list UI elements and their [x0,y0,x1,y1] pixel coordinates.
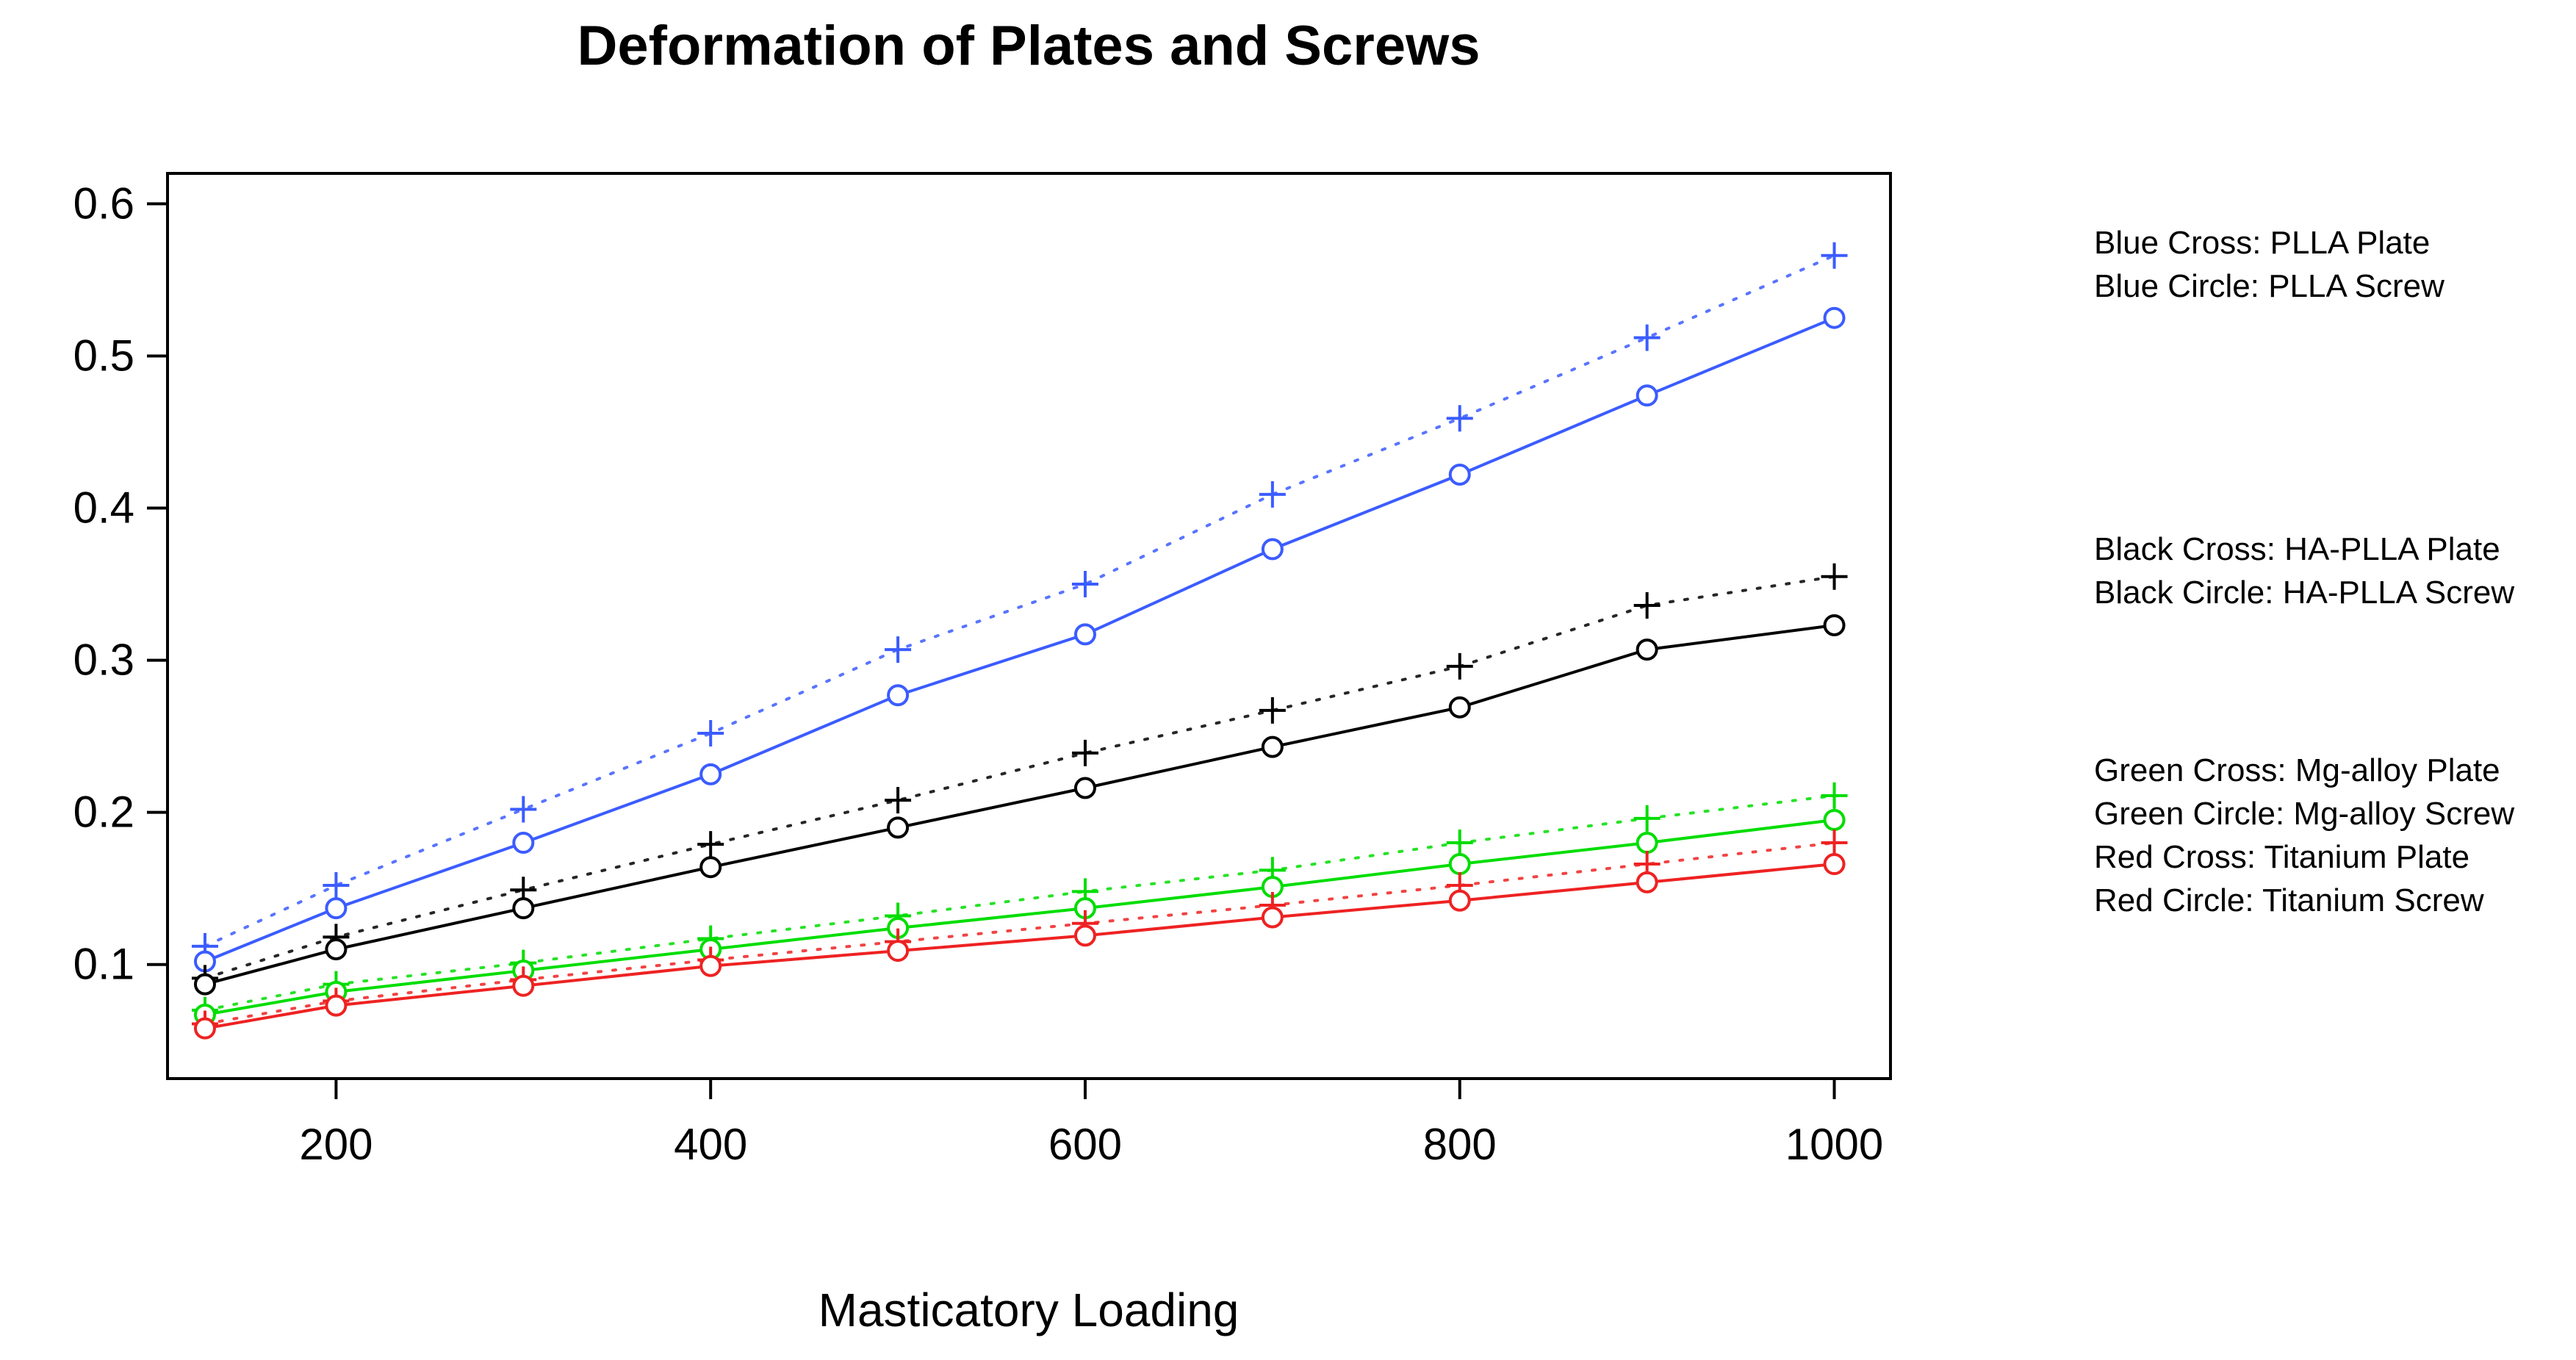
legend-entry: Green Cross: Mg-alloy Plate [2094,752,2500,788]
point-ha-plla-plate [1071,739,1098,766]
point-ha-plla-plate [1259,697,1286,724]
legend-entry: Black Circle: HA-PLLA Screw [2094,575,2514,611]
point-titanium-screw [193,1017,216,1040]
x-tick-label: 600 [1048,1120,1122,1169]
point-plla-plate [1821,242,1848,269]
point-plla-plate [1259,481,1286,508]
point-ha-plla-screw [1448,696,1471,719]
point-plla-screw [1823,306,1846,329]
point-mg-alloy-screw [1448,853,1471,876]
point-plla-screw [1448,463,1471,486]
point-ha-plla-screw [699,856,722,879]
point-plla-plate [323,872,350,899]
series-line-ha-plla-screw [204,624,1835,986]
legend: Blue Cross: PLLA Plate Blue Circle: PLLA… [2094,225,2514,918]
point-ha-plla-screw [887,816,910,839]
legend-entry: Green Circle: Mg-alloy Screw [2094,796,2514,832]
point-plla-plate [1633,324,1661,351]
point-titanium-screw [325,994,348,1017]
point-plla-screw [699,763,722,785]
y-axis: 0.1 0.2 0.3 0.4 0.5 0.6 [73,179,168,989]
point-ha-plla-plate [697,831,724,858]
point-ha-plla-plate [1446,652,1473,680]
point-ha-plla-plate [885,787,912,814]
point-titanium-screw [1823,853,1846,876]
point-titanium-screw [699,954,722,977]
point-ha-plla-plate [1633,592,1661,619]
series-markers [191,242,1848,1040]
point-ha-plla-screw [325,938,348,960]
point-mg-alloy-plate [1821,782,1848,809]
y-tick-label: 0.2 [73,788,134,837]
series-line-mg-alloy-plate [204,794,1836,1012]
x-axis-label: Masticatory Loading [819,1284,1240,1336]
x-tick-label: 200 [299,1120,373,1169]
point-mg-alloy-plate [1446,830,1473,857]
legend-entry: Red Cross: Titanium Plate [2094,839,2469,875]
point-titanium-screw [1261,906,1284,929]
legend-entry: Blue Cross: PLLA Plate [2094,225,2430,261]
point-plla-plate [1071,571,1098,598]
x-tick-label: 400 [674,1120,747,1169]
point-titanium-screw [1636,871,1658,893]
point-plla-screw [887,684,910,707]
series-line-titanium-screw [204,863,1835,1030]
x-tick-label: 1000 [1785,1120,1883,1169]
point-mg-alloy-screw [1823,809,1846,831]
y-tick-label: 0.6 [73,179,134,228]
point-titanium-screw [887,940,910,963]
point-plla-plate [697,719,724,746]
point-plla-plate [885,636,912,663]
point-ha-plla-screw [1073,777,1096,799]
point-ha-plla-screw [1636,638,1658,661]
point-plla-plate [1446,405,1473,432]
y-tick-label: 0.4 [73,483,134,533]
point-titanium-screw [1448,889,1471,912]
point-ha-plla-screw [512,897,535,920]
legend-entry: Black Cross: HA-PLLA Plate [2094,531,2500,567]
point-mg-alloy-screw [1636,832,1658,855]
legend-entry: Blue Circle: PLLA Screw [2094,268,2444,304]
point-plla-screw [325,897,348,920]
x-axis: 200 400 600 800 1000 [299,1079,1883,1169]
chart-title: Deformation of Plates and Screws [578,15,1481,77]
series-line-plla-plate [204,253,1836,948]
point-mg-alloy-plate [1633,805,1661,832]
series-lines [204,253,1836,1030]
point-plla-screw [1636,384,1658,407]
point-ha-plla-screw [193,973,216,996]
point-plla-plate [510,796,537,823]
point-titanium-screw [1073,924,1096,947]
y-tick-label: 0.3 [73,636,134,685]
point-plla-screw [1073,623,1096,646]
y-tick-label: 0.1 [73,940,134,989]
point-titanium-screw [512,974,535,997]
point-ha-plla-plate [1821,563,1848,590]
plot-frame [166,172,1892,1080]
series-line-plla-screw [204,316,1835,963]
legend-entry: Red Circle: Titanium Screw [2094,882,2484,918]
series-line-titanium-plate [204,841,1836,1026]
point-plla-screw [1261,538,1284,561]
series-line-mg-alloy-screw [204,818,1835,1016]
point-ha-plla-screw [1823,614,1846,636]
point-titanium-plate [1821,830,1848,857]
y-tick-label: 0.5 [73,331,134,380]
point-plla-screw [512,832,535,855]
point-ha-plla-screw [1261,735,1284,758]
x-tick-label: 800 [1423,1120,1497,1169]
series-line-ha-plla-plate [204,575,1836,980]
